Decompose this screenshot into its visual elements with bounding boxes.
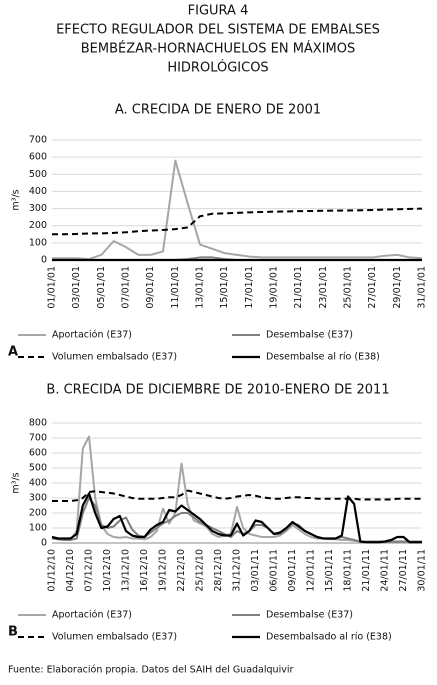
x-tick-label: 28/12/10 (213, 549, 224, 592)
x-tick-label: 31/01/01 (417, 266, 428, 309)
x-tick-label: 22/12/10 (176, 549, 187, 592)
x-tick-label: 30/01/11 (417, 549, 428, 592)
y-tick-label: 200 (29, 220, 47, 231)
x-tick-label: 24/01/11 (380, 549, 391, 592)
figure-title: EFECTO REGULADOR DEL SISTEMA DE EMBALSES (56, 23, 380, 38)
x-tick-label: 29/01/01 (392, 266, 403, 309)
y-tick-label: 400 (29, 186, 47, 197)
y-tick-label: 500 (29, 463, 47, 474)
x-tick-label: 10/12/10 (102, 549, 113, 592)
y-tick-label: 300 (29, 493, 47, 504)
y-tick-label: 500 (29, 169, 47, 180)
y-tick-label: 0 (41, 538, 47, 549)
x-tick-label: 19/01/01 (269, 266, 280, 309)
panel-label: B (8, 625, 18, 640)
figure-label: FIGURA 4 (188, 4, 249, 19)
x-tick-label: 31/12/10 (232, 549, 243, 592)
x-tick-label: 07/01/01 (121, 266, 132, 309)
chart-title: B. CRECIDA DE DICIEMBRE DE 2010-ENERO DE… (46, 383, 389, 398)
y-tick-label: 0 (41, 255, 47, 266)
series-line (52, 489, 422, 502)
x-tick-label: 21/01/01 (293, 266, 304, 309)
y-tick-label: 300 (29, 203, 47, 214)
x-tick-label: 18/01/11 (343, 549, 354, 592)
x-tick-label: 15/01/11 (324, 549, 335, 592)
x-tick-label: 13/12/10 (121, 549, 132, 592)
x-tick-label: 25/01/01 (343, 266, 354, 309)
source-note: Fuente: Elaboración propia. Datos del SA… (8, 665, 293, 676)
x-tick-label: 01/12/10 (47, 549, 58, 592)
x-tick-label: 19/12/10 (158, 549, 169, 592)
figure-title: HIDROLÓGICOS (167, 60, 268, 76)
figure-title: BEMBÉZAR-HORNACHUELOS EN MÁXIMOS (81, 41, 356, 57)
x-tick-label: 07/12/10 (84, 549, 95, 592)
legend-label: Aportación (E37) (52, 330, 132, 341)
x-tick-label: 12/01/11 (306, 549, 317, 592)
y-tick-label: 100 (29, 523, 47, 534)
y-tick-label: 200 (29, 508, 47, 519)
x-tick-label: 03/01/11 (250, 549, 261, 592)
series-line (52, 159, 423, 261)
series-line (52, 207, 423, 236)
x-tick-label: 27/01/01 (367, 266, 378, 309)
x-tick-label: 21/01/11 (361, 549, 372, 592)
x-tick-label: 09/01/11 (287, 549, 298, 592)
x-tick-label: 09/01/01 (145, 266, 156, 309)
y-axis-label: m³/s (11, 189, 22, 210)
x-tick-label: 23/01/01 (318, 266, 329, 309)
y-tick-label: 700 (29, 135, 47, 146)
x-tick-label: 01/01/01 (47, 266, 58, 309)
chart-title: A. CRECIDA DE ENERO DE 2001 (115, 103, 321, 118)
legend-label: Volumen embalsado (E37) (52, 632, 177, 643)
x-tick-label: 17/01/01 (244, 266, 255, 309)
legend-label: Aportación (E37) (52, 610, 132, 621)
legend-label: Desembalse (E37) (266, 330, 353, 341)
y-tick-label: 800 (29, 418, 47, 429)
series-line (51, 492, 422, 544)
legend-label: Volumen embalsado (E37) (52, 352, 177, 363)
y-tick-label: 100 (29, 237, 47, 248)
legend-label: Desembalse al río (E38) (266, 352, 380, 363)
legend-label: Desembalsado al río (E38) (266, 632, 392, 643)
y-tick-label: 700 (29, 433, 47, 444)
x-tick-label: 04/12/10 (65, 549, 76, 592)
y-tick-label: 600 (29, 448, 47, 459)
x-tick-label: 16/12/10 (139, 549, 150, 592)
y-tick-label: 600 (29, 152, 47, 163)
panel-label: A (8, 345, 18, 360)
x-tick-label: 06/01/11 (269, 549, 280, 592)
x-tick-label: 27/01/11 (398, 549, 409, 592)
x-tick-label: 05/01/01 (96, 266, 107, 309)
x-tick-label: 11/01/01 (170, 266, 181, 309)
y-axis-label: m³/s (11, 472, 22, 493)
legend-label: Desembalse (E37) (266, 610, 353, 621)
y-tick-label: 400 (29, 478, 47, 489)
x-tick-label: 25/12/10 (195, 549, 206, 592)
x-tick-label: 15/01/01 (219, 266, 230, 309)
x-tick-label: 03/01/01 (71, 266, 82, 309)
x-tick-label: 13/01/01 (195, 266, 206, 309)
